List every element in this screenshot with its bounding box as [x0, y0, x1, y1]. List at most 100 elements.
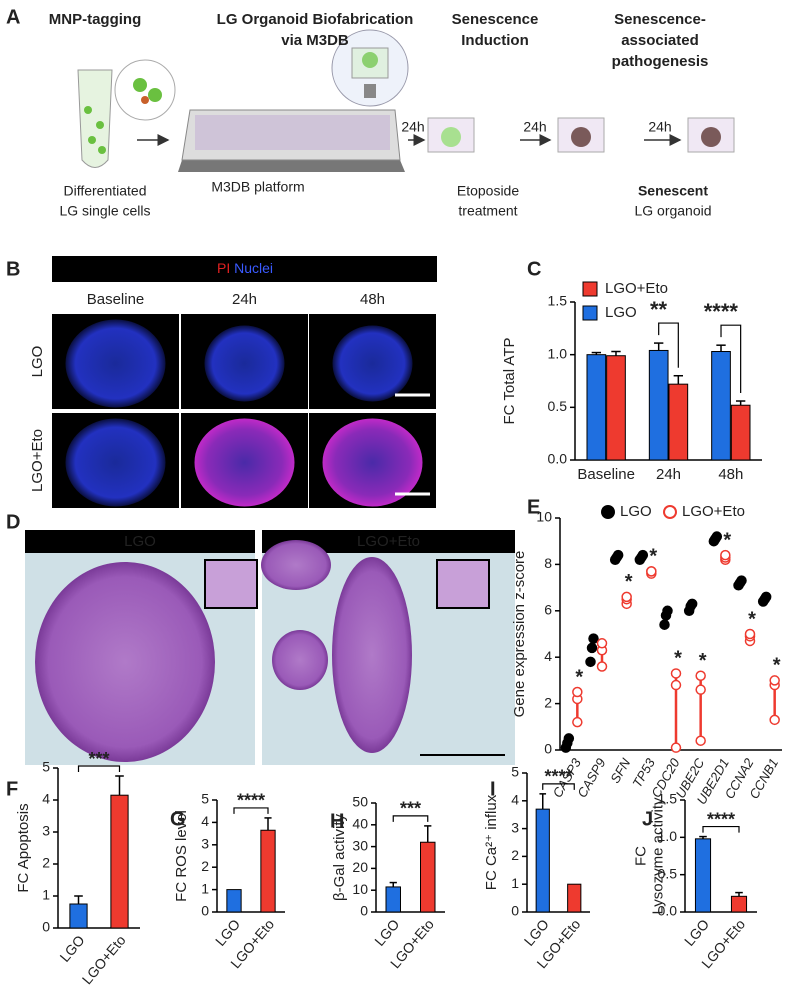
open-dot	[720, 549, 731, 561]
step-title: pathogenesis	[612, 53, 709, 70]
open-dot	[695, 735, 706, 746]
bar	[69, 903, 88, 929]
significance-bracket	[720, 324, 742, 394]
x-tick-label: 48h	[718, 466, 743, 483]
y-tick-label: 0	[201, 903, 209, 919]
step-title: Senescence	[452, 11, 539, 28]
organoid	[194, 418, 295, 507]
y-tick-label: 30	[352, 837, 368, 853]
significance: *	[674, 648, 682, 670]
header-text: PI Nuclei	[217, 260, 273, 276]
y-tick-label: 3	[511, 819, 519, 835]
column-label: LGO+Eto	[357, 533, 420, 550]
dot	[711, 531, 723, 542]
step-title: Senescence-	[614, 11, 706, 28]
x-tick-label: LGO+Eto	[79, 932, 129, 987]
open-dot	[572, 716, 583, 728]
organoid	[65, 319, 166, 408]
panel-letter: H	[330, 810, 344, 832]
dot	[637, 549, 649, 561]
tissue	[272, 630, 328, 690]
y-tick-label: 3	[42, 823, 50, 839]
y-tick-label: 1	[201, 880, 209, 896]
bar	[694, 838, 712, 913]
organoid	[65, 418, 166, 507]
dot	[563, 733, 575, 744]
tissue	[35, 562, 215, 762]
significance: *	[699, 650, 707, 672]
bar	[668, 383, 689, 461]
dot	[612, 549, 624, 561]
panel-letter: D	[6, 511, 20, 533]
open-dot	[670, 742, 682, 753]
y-tick-label: 50	[352, 794, 368, 810]
y-tick-label: 2	[544, 694, 552, 710]
y-tick-label: 4	[42, 791, 50, 807]
bar	[110, 794, 129, 929]
arrow-label: 24h	[648, 119, 671, 135]
y-tick-label: 0	[360, 903, 368, 919]
open-dot	[769, 675, 780, 686]
step-title: MNP-tagging	[49, 11, 141, 28]
x-tick-label: LGO	[212, 916, 243, 949]
y-tick-label: 5	[201, 791, 209, 807]
bar	[385, 886, 401, 913]
arrow-label: 24h	[523, 119, 546, 135]
y-tick-label: 40	[352, 816, 368, 832]
y-tick-label: 0.0	[548, 451, 568, 467]
significance: *	[625, 571, 633, 593]
bar	[260, 829, 276, 913]
significance: ***	[400, 799, 421, 819]
step-title: LG Organoid Biofabrication	[217, 11, 414, 28]
panel-letter: F	[6, 778, 18, 800]
y-tick-label: 0	[42, 919, 50, 935]
significance-bracket	[702, 825, 740, 833]
y-tick-label: 2	[201, 858, 209, 874]
significance: ****	[704, 299, 739, 324]
column-label: Baseline	[87, 291, 145, 308]
y-tick-label: 1	[42, 887, 50, 903]
panel-letter: G	[170, 808, 186, 830]
bar	[711, 351, 731, 461]
bar	[567, 883, 582, 913]
column-label: 48h	[360, 291, 385, 308]
step-title: via M3DB	[281, 32, 349, 49]
bar	[648, 349, 669, 461]
step-caption: treatment	[458, 203, 517, 219]
y-tick-label: 20	[352, 859, 368, 875]
panel-letter: B	[6, 258, 20, 280]
organoid	[204, 325, 285, 402]
dot	[686, 598, 698, 610]
x-tick-label: 24h	[656, 466, 681, 483]
bar	[730, 404, 751, 461]
y-tick-label: 4	[511, 792, 519, 808]
significance: ****	[237, 791, 265, 811]
y-tick-label: 0	[511, 903, 519, 919]
header-word: PI	[217, 260, 230, 276]
y-axis-label: β-Gal activity	[331, 814, 348, 901]
panel-letter: A	[6, 6, 20, 28]
dot	[586, 642, 598, 654]
y-tick-label: 0	[544, 741, 552, 757]
step-caption: Differentiated	[63, 183, 146, 199]
bar	[535, 808, 550, 913]
y-tick-label: 1.0	[548, 345, 568, 361]
open-dot	[744, 628, 756, 640]
column-label: 24h	[232, 291, 257, 308]
y-tick-label: 4	[201, 813, 209, 829]
significance: *	[723, 529, 731, 551]
x-tick-label: LGO	[371, 916, 402, 949]
y-tick-label: 2	[42, 855, 50, 871]
dot	[659, 619, 670, 630]
step-caption: Senescent	[638, 183, 708, 199]
significance-bracket	[233, 807, 269, 814]
open-dot	[670, 668, 682, 679]
significance-bracket	[658, 322, 679, 368]
y-axis-label: Lysozyme activity	[649, 797, 666, 914]
arrow-label: 24h	[401, 119, 424, 135]
bar	[226, 889, 242, 913]
y-tick-label: 10	[536, 509, 552, 525]
significance: *	[773, 655, 781, 677]
open-dot	[646, 566, 657, 577]
